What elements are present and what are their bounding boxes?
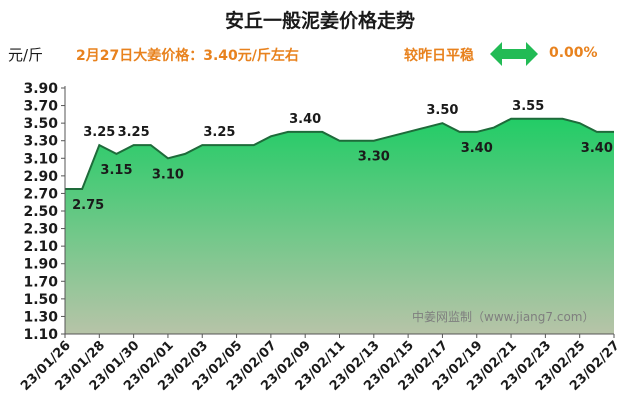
price-info: 2月27日大姜价格：3.40元/斤左右: [76, 48, 299, 64]
y-tick-label: 2.90: [23, 169, 58, 185]
y-tick-label: 3.50: [23, 116, 58, 132]
data-label: 3.15: [100, 163, 132, 178]
y-tick-label: 1.10: [23, 327, 58, 343]
double-arrow-shape: [490, 42, 538, 66]
data-label: 2.75: [72, 198, 104, 213]
y-tick-label: 3.10: [23, 151, 58, 167]
trend-label: 较昨日平稳: [404, 48, 474, 64]
data-label: 3.25: [83, 125, 115, 140]
data-label: 3.25: [118, 125, 150, 140]
y-tick-label: 1.90: [23, 257, 58, 273]
data-label: 3.25: [203, 125, 235, 140]
y-tick-label: 1.30: [23, 309, 58, 325]
series-line: [65, 117, 614, 191]
data-label: 3.55: [512, 99, 544, 114]
data-label: 3.50: [426, 103, 458, 118]
y-tick-label: 3.70: [23, 99, 58, 115]
y-tick-label: 3.30: [23, 134, 58, 150]
area-fill: [65, 118, 614, 334]
y-tick-label: 2.50: [23, 204, 58, 220]
watermark: 中姜网监制（www.jiang7.com）: [412, 310, 595, 324]
data-label: 3.40: [289, 112, 321, 127]
y-axis-unit: 元/斤: [8, 46, 44, 64]
y-tick-label: 2.70: [23, 186, 58, 202]
y-tick-label: 2.10: [23, 239, 58, 255]
y-tick-label: 2.30: [23, 222, 58, 238]
chart-title: 安丘一般泥姜价格走势: [224, 10, 415, 32]
data-label: 3.10: [152, 167, 184, 182]
change-percent: 0.00%: [549, 45, 598, 61]
y-tick-label: 1.50: [23, 292, 58, 308]
data-label: 3.40: [581, 141, 613, 156]
y-tick-label: 1.70: [23, 274, 58, 290]
double-arrow-icon: [490, 42, 538, 66]
data-label: 3.40: [461, 141, 493, 156]
data-label: 3.30: [358, 150, 390, 165]
y-tick-label: 3.90: [23, 81, 58, 97]
